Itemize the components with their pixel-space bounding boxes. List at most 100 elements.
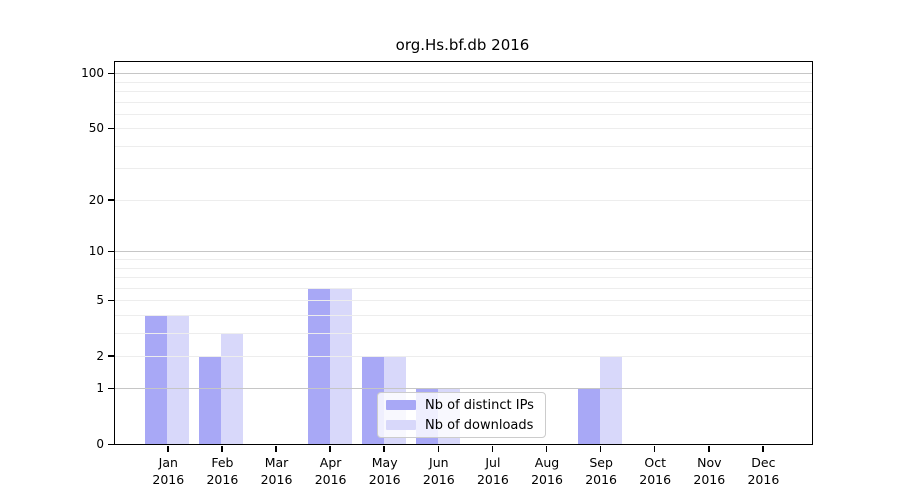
x-tick-month: May	[371, 455, 398, 470]
gridline-minor-70	[115, 101, 812, 103]
y-tick-0	[108, 443, 114, 445]
gridline-minor-80	[115, 91, 812, 93]
bar-jan-downloads	[167, 314, 190, 444]
x-tick-sep	[599, 446, 602, 452]
x-tick-month: Mar	[264, 455, 289, 470]
y-tick-label-1: 1	[96, 381, 104, 396]
gridline-minor-2	[115, 355, 812, 357]
x-tick-apr	[329, 446, 331, 452]
x-tick-month: Dec	[751, 455, 776, 470]
x-tick-month: Feb	[211, 455, 234, 470]
x-tick-label-oct: Oct 2016	[628, 455, 682, 488]
x-tick-oct	[653, 446, 656, 452]
bar-jan-ips	[145, 314, 168, 444]
bar-apr-ips	[307, 287, 330, 444]
x-tick-year: 2016	[206, 471, 239, 487]
x-tick-year: 2016	[422, 471, 455, 487]
x-tick-year: 2016	[152, 471, 185, 487]
x-tick-year: 2016	[585, 471, 617, 487]
legend: Nb of distinct IPs Nb of downloads	[377, 392, 546, 438]
y-tick-1	[108, 387, 114, 390]
legend-item-distinct-ips: Nb of distinct IPs	[386, 397, 545, 414]
x-tick-label-apr: Apr 2016	[304, 455, 358, 488]
x-tick-year: 2016	[260, 471, 293, 487]
bar-sep-ips	[578, 388, 601, 444]
x-tick-year: 2016	[531, 471, 563, 487]
x-tick-month: Jun	[429, 455, 449, 470]
y-tick-2	[108, 355, 114, 357]
x-tick-year: 2016	[639, 471, 672, 487]
legend-swatch-downloads-icon	[386, 420, 416, 430]
y-tick-label-0: 0	[96, 437, 104, 451]
y-tick-50	[108, 127, 114, 130]
x-tick-aug	[545, 446, 548, 452]
x-tick-year: 2016	[314, 471, 347, 487]
x-tick-month: Apr	[319, 455, 342, 470]
x-tick-mar	[275, 446, 277, 452]
gridline-minor-60	[115, 113, 812, 115]
y-tick-label-20: 20	[88, 192, 104, 207]
gridline-minor-50	[115, 128, 812, 130]
chart-title: org.Hs.bf.db 2016	[395, 36, 530, 54]
x-tick-nov	[708, 446, 710, 452]
gridline-minor-20	[115, 199, 812, 201]
x-tick-label-dec: Dec 2016	[736, 455, 790, 488]
x-tick-month: Aug	[534, 455, 560, 470]
x-tick-jul	[491, 446, 494, 452]
plot-area	[114, 61, 813, 445]
x-tick-year: 2016	[747, 471, 780, 487]
x-tick-year: 2016	[476, 471, 509, 487]
x-tick-label-aug: Aug 2016	[520, 455, 574, 488]
gridline-minor-5	[115, 300, 812, 302]
bar-feb-ips	[199, 355, 222, 444]
legend-label-downloads: Nb of downloads	[425, 417, 534, 433]
x-tick-year: 2016	[693, 471, 726, 487]
x-tick-month: Nov	[697, 455, 722, 470]
y-tick-10	[108, 250, 114, 253]
x-tick-month: Sep	[589, 455, 613, 470]
x-tick-label-nov: Nov 2016	[682, 455, 736, 488]
gridline-minor-3	[115, 332, 812, 334]
x-tick-label-jan: Jan 2016	[141, 455, 195, 488]
gridline-minor-4	[115, 314, 812, 316]
x-tick-label-jul: Jul 2016	[466, 455, 520, 488]
x-tick-feb	[221, 446, 223, 452]
x-tick-month: Jul	[485, 455, 501, 470]
gridline-minor-6	[115, 287, 812, 289]
legend-swatch-distinct-ips-icon	[386, 400, 416, 410]
gridline-major-1	[115, 388, 812, 390]
y-tick-20	[108, 199, 114, 201]
x-tick-jun	[437, 446, 440, 452]
x-tick-month: Oct	[644, 455, 666, 470]
gridline-minor-40	[115, 145, 812, 147]
gridline-minor-8	[115, 267, 812, 269]
x-tick-year: 2016	[368, 471, 401, 487]
gridline-minor-9	[115, 259, 812, 261]
x-tick-dec	[762, 446, 764, 452]
x-tick-jan	[167, 446, 169, 452]
y-tick-100	[108, 72, 114, 75]
x-tick-label-may: May 2016	[358, 455, 412, 488]
x-tick-label-feb: Feb 2016	[195, 455, 249, 488]
x-tick-may	[383, 446, 385, 452]
gridline-minor-90	[115, 81, 812, 83]
y-tick-label-50: 50	[88, 121, 104, 136]
gridline-major-10	[115, 251, 812, 253]
y-tick-5	[108, 299, 114, 302]
x-tick-label-sep: Sep 2016	[574, 455, 628, 488]
y-tick-label-2: 2	[96, 348, 104, 363]
x-tick-label-jun: Jun 2016	[412, 455, 466, 488]
bar-sep-downloads	[600, 355, 623, 444]
legend-item-downloads: Nb of downloads	[386, 417, 545, 434]
gridline-major-100	[115, 73, 812, 75]
legend-label-distinct-ips: Nb of distinct IPs	[425, 397, 534, 413]
x-tick-label-mar: Mar 2016	[250, 455, 304, 488]
y-tick-label-10: 10	[88, 244, 104, 259]
y-tick-label-5: 5	[96, 293, 104, 308]
bar-apr-downloads	[329, 287, 352, 444]
gridline-minor-30	[115, 168, 812, 170]
x-tick-month: Jan	[158, 455, 178, 470]
y-tick-label-100: 100	[81, 66, 104, 81]
gridline-minor-7	[115, 277, 812, 279]
